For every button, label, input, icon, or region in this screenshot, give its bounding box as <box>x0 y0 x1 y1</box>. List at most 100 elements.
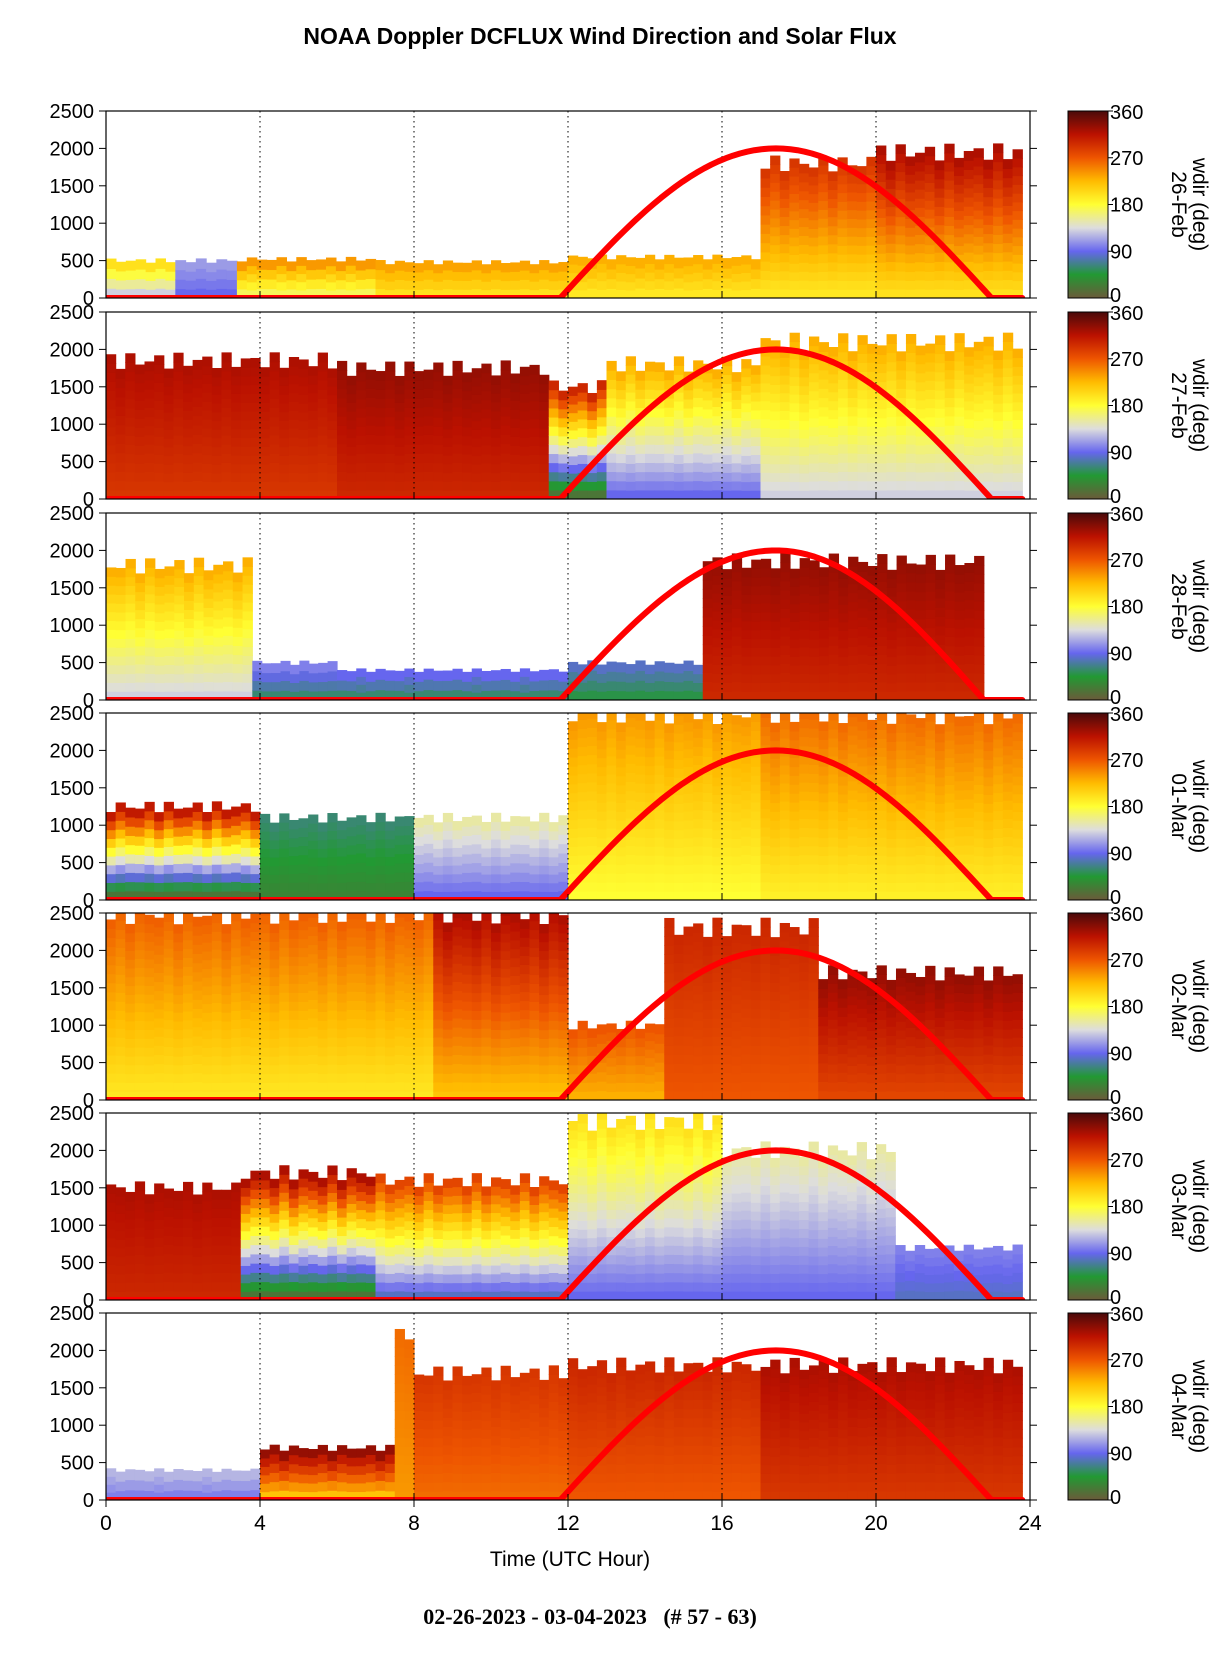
heatmap-cell <box>452 489 463 499</box>
heatmap-cell <box>135 582 146 593</box>
heatmap-cell <box>702 417 713 428</box>
heatmap-cell <box>317 471 328 482</box>
heatmap-cell <box>722 873 733 883</box>
heatmap-cell <box>308 848 319 858</box>
heatmap-cell <box>741 781 752 791</box>
heatmap-cell <box>519 428 531 438</box>
heatmap-cell <box>269 471 280 482</box>
heatmap-cell <box>404 844 415 854</box>
heatmap-cell <box>240 936 251 947</box>
heatmap-cell <box>877 654 888 665</box>
heatmap-cell <box>471 853 482 864</box>
heatmap-cell <box>789 411 800 421</box>
heatmap-cell <box>993 720 1004 731</box>
heatmap-cell <box>654 426 665 436</box>
heatmap-cell <box>750 268 762 280</box>
heatmap-cell <box>125 807 136 818</box>
heatmap-cell <box>954 443 965 454</box>
heatmap-cell <box>770 182 781 192</box>
heatmap-cell <box>779 481 791 491</box>
heatmap-cell <box>568 837 579 847</box>
heatmap-cell <box>606 379 617 390</box>
heatmap-cell <box>983 336 994 347</box>
heatmap-cell <box>867 444 878 454</box>
heatmap-cell <box>266 278 278 290</box>
heatmap-cell <box>935 662 946 673</box>
heatmap-cell <box>385 873 396 884</box>
heatmap-cell <box>221 1029 232 1040</box>
heatmap-cell <box>924 289 936 298</box>
heatmap-cell <box>779 401 791 412</box>
heatmap-cell <box>433 389 444 400</box>
heatmap-cell <box>173 480 184 491</box>
heatmap-cell <box>164 628 175 639</box>
heatmap-cell <box>944 351 956 361</box>
heatmap-cell <box>760 454 771 464</box>
heatmap-cell <box>828 571 840 582</box>
heatmap-cell <box>964 617 975 628</box>
heatmap-cell <box>635 379 646 390</box>
heatmap-cell <box>770 280 781 290</box>
heatmap-cell <box>471 411 482 422</box>
heatmap-cell <box>935 480 946 491</box>
heatmap-cell <box>106 381 117 392</box>
heatmap-cell <box>306 279 317 290</box>
heatmap-cell <box>838 578 849 588</box>
heatmap-cell <box>954 646 966 656</box>
heatmap-cell <box>722 445 733 456</box>
heatmap-cell <box>818 855 829 865</box>
heatmap-cell <box>519 393 531 403</box>
heatmap-cell <box>945 609 956 619</box>
heatmap-cell <box>174 638 185 649</box>
heatmap-cell <box>500 489 511 499</box>
heatmap-cell <box>577 691 588 700</box>
heatmap-cell <box>106 946 117 957</box>
heatmap-cell <box>731 811 742 822</box>
heatmap-cell <box>750 436 762 447</box>
heatmap-cell <box>231 454 242 465</box>
heatmap-cell <box>568 429 579 440</box>
heatmap-cell <box>924 209 936 219</box>
heatmap-cell <box>246 281 258 291</box>
heatmap-cell <box>596 855 608 866</box>
heatmap-cell <box>462 280 473 290</box>
heatmap-cell <box>173 872 184 883</box>
heatmap-cell <box>115 655 127 666</box>
heatmap-cell <box>625 881 636 892</box>
heatmap-cell <box>577 713 588 721</box>
colorbar <box>1067 512 1109 701</box>
heatmap-cell <box>193 593 205 603</box>
heatmap-cell <box>211 940 223 950</box>
heatmap-cell <box>654 407 665 418</box>
heatmap-cell <box>616 371 627 382</box>
heatmap-cell <box>944 270 955 281</box>
heatmap-cell <box>106 1027 117 1038</box>
heatmap-cell <box>722 731 733 742</box>
heatmap-cell <box>819 602 830 613</box>
heatmap-cell <box>828 391 839 402</box>
heatmap-cell <box>337 829 348 839</box>
heatmap-cell <box>770 481 781 491</box>
heatmap-cell <box>915 354 926 365</box>
heatmap-cell <box>616 416 627 427</box>
heatmap-cell <box>635 846 646 856</box>
heatmap-cell <box>240 982 251 992</box>
heatmap-cell <box>819 611 830 621</box>
heatmap-cell <box>848 655 859 665</box>
heatmap-cell <box>808 836 820 847</box>
heatmap-cell <box>856 210 867 220</box>
heatmap-cell <box>125 435 136 445</box>
heatmap-cell <box>866 253 877 264</box>
heatmap-cell <box>298 890 309 900</box>
heatmap-cell <box>221 872 232 883</box>
heatmap-cell <box>750 278 762 289</box>
heatmap-cell <box>867 592 878 603</box>
heatmap-cell <box>115 846 126 857</box>
heatmap-cell <box>799 464 810 474</box>
heatmap-cell <box>886 723 897 734</box>
heatmap-cell <box>327 385 338 396</box>
heatmap-cell <box>184 609 195 620</box>
heatmap-cell <box>616 793 627 803</box>
heatmap-cell <box>616 389 627 400</box>
heatmap-cell <box>414 425 425 436</box>
